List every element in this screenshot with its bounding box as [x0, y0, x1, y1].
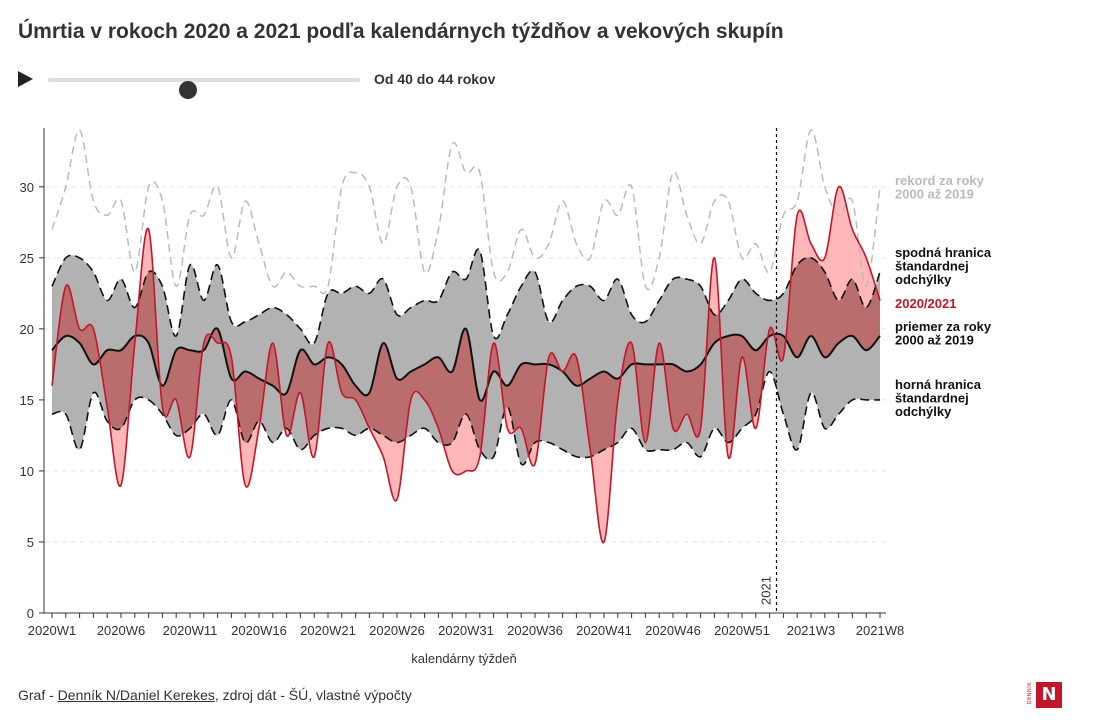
- age-group-slider[interactable]: [48, 78, 360, 99]
- y-tick-label: 0: [27, 606, 34, 621]
- author-link[interactable]: Denník N/Daniel Kerekes: [57, 687, 215, 703]
- legend-label: 2020/2021: [895, 296, 956, 311]
- age-group-label: Od 40 do 44 rokov: [374, 71, 496, 87]
- play-icon[interactable]: [18, 71, 33, 87]
- y-tick-label: 5: [27, 535, 34, 550]
- y-tick-label: 10: [20, 464, 34, 479]
- x-tick-label: 2020W41: [576, 623, 632, 638]
- x-tick-label: 2021W8: [856, 623, 904, 638]
- x-tick-label: 2020W21: [300, 623, 356, 638]
- legend-label: odchýlky: [895, 272, 952, 287]
- x-tick-label: 2020W46: [645, 623, 701, 638]
- chart-title: Úmrtia v rokoch 2020 a 2021 podľa kalend…: [18, 20, 784, 43]
- legend-label: spodná hranica: [895, 245, 992, 260]
- series-line-actual: [51, 186, 881, 544]
- legend-item: 2020/2021: [895, 296, 956, 311]
- x-tick-label: 2020W6: [97, 623, 145, 638]
- footer-suffix: , zdroj dát - ŠÚ, vlastné výpočty: [214, 687, 412, 703]
- dennik-n-logo[interactable]: N: [1036, 682, 1062, 708]
- playback-controls: Od 40 do 44 rokov: [18, 68, 578, 99]
- y-tick-label: 30: [20, 180, 34, 195]
- x-tick-label: 2021W3: [787, 623, 835, 638]
- year-divider-label: 2021: [759, 576, 774, 605]
- deviation-fill-overlap: [52, 249, 880, 465]
- y-tick-label: 25: [20, 251, 34, 266]
- series-line-record: [51, 129, 881, 295]
- series-line-upper-std: [51, 370, 880, 466]
- x-tick-label: 2020W31: [438, 623, 494, 638]
- x-tick-label: 2020W1: [28, 623, 76, 638]
- logo-side-text: DENNÍK: [1027, 682, 1033, 705]
- x-tick-label: 2020W51: [714, 623, 770, 638]
- legend-label: priemer za roky: [895, 319, 992, 334]
- chart-svg: 0 5 10 15 20 25 30 2020W1 2020W6 2020W11 2020W16 20…: [20, 128, 992, 666]
- legend-label: štandardnej: [895, 259, 969, 274]
- footer-prefix: Graf -: [18, 687, 58, 703]
- slider-knob[interactable]: [179, 81, 198, 99]
- legend-label: odchýlky: [895, 404, 952, 419]
- x-tick-label: 2020W11: [163, 623, 218, 638]
- series-line-mean: [51, 327, 881, 402]
- x-tick-label: 2020W36: [507, 623, 563, 638]
- footer-source: Graf - Denník N/Daniel Kerekes, zdroj dá…: [18, 687, 412, 703]
- series-line-lower-std: [51, 248, 881, 346]
- y-tick-label: 15: [20, 393, 34, 408]
- legend-label: horná hranica: [895, 377, 982, 392]
- x-tick-label: 2020W26: [369, 623, 425, 638]
- y-tick-label: 20: [20, 322, 34, 337]
- x-tick-label: 2020W16: [231, 623, 287, 638]
- legend-label: 2000 až 2019: [895, 187, 974, 202]
- legend-label: rekord za roky: [895, 173, 985, 188]
- legend-label: štandardnej: [895, 391, 969, 406]
- x-axis-label: kalendárny týždeň: [411, 651, 517, 666]
- legend-label: 2000 až 2019: [895, 333, 974, 348]
